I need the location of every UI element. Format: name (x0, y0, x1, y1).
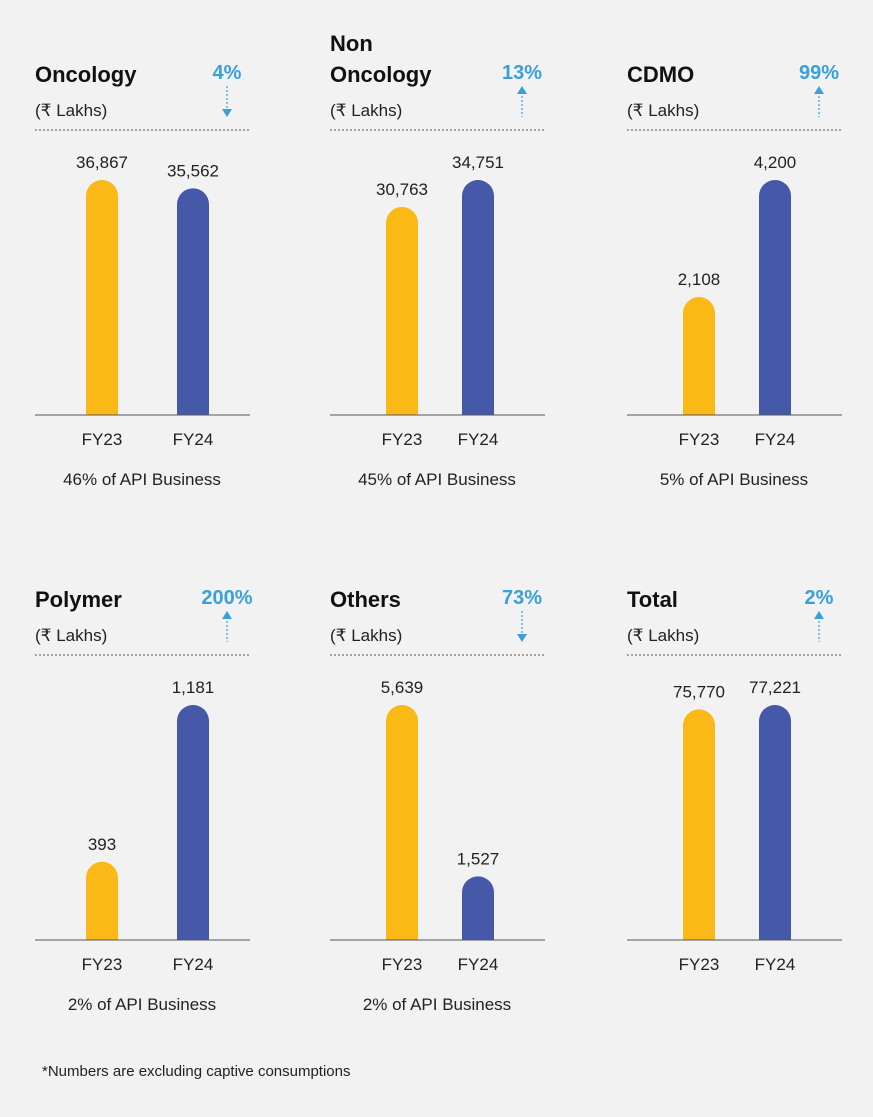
panel-title: Total (627, 587, 678, 612)
panel-note: 2% of API Business (68, 995, 216, 1014)
value-label: 75,770 (673, 682, 725, 701)
bar (683, 709, 715, 940)
panel-note: 45% of API Business (358, 470, 516, 489)
change-arrow-head (814, 86, 824, 94)
change-arrow-head (517, 86, 527, 94)
bar (759, 180, 791, 415)
change-label: 13% (502, 62, 542, 84)
panel-note: 46% of API Business (63, 470, 221, 489)
value-label: 35,562 (167, 161, 219, 180)
value-label: 30,763 (376, 180, 428, 199)
x-tick-label: FY23 (679, 430, 720, 449)
change-arrow-head (222, 611, 232, 619)
x-tick-label: FY23 (82, 955, 123, 974)
change-label: 2% (805, 587, 834, 609)
panel-subtitle: (₹ Lakhs) (330, 101, 402, 120)
bar (86, 180, 118, 415)
panel-subtitle: (₹ Lakhs) (627, 626, 699, 645)
x-tick-label: FY24 (173, 955, 214, 974)
value-label: 1,181 (172, 678, 215, 697)
bar (177, 188, 209, 415)
change-label: 200% (201, 587, 252, 609)
value-label: 4,200 (754, 153, 797, 172)
panel-title: Non Oncology (330, 31, 432, 87)
bar (759, 705, 791, 940)
change-arrow-head (517, 634, 527, 642)
panel-subtitle: (₹ Lakhs) (627, 101, 699, 120)
panel-note: 2% of API Business (363, 995, 511, 1014)
value-label: 34,751 (452, 153, 504, 172)
panel-title: CDMO (627, 62, 695, 87)
panel-title: Polymer (35, 587, 122, 612)
value-label: 5,639 (381, 678, 424, 697)
x-tick-label: FY24 (755, 430, 796, 449)
x-tick-label: FY24 (173, 430, 214, 449)
change-label: 4% (213, 62, 242, 84)
change-arrow-head (814, 611, 824, 619)
panel-subtitle: (₹ Lakhs) (35, 626, 107, 645)
x-tick-label: FY24 (458, 955, 499, 974)
change-label: 73% (502, 587, 542, 609)
panel-subtitle: (₹ Lakhs) (330, 626, 402, 645)
change-label: 99% (799, 62, 839, 84)
bar (462, 876, 494, 940)
bar (386, 705, 418, 940)
x-tick-label: FY24 (458, 430, 499, 449)
bar (462, 180, 494, 415)
panel-title: Others (330, 587, 401, 612)
x-tick-label: FY23 (82, 430, 123, 449)
bar (386, 206, 418, 415)
value-label: 36,867 (76, 153, 128, 172)
x-tick-label: FY24 (755, 955, 796, 974)
value-label: 1,527 (457, 849, 500, 868)
value-label: 77,221 (749, 678, 801, 697)
change-arrow-head (222, 109, 232, 117)
bar (177, 705, 209, 940)
value-label: 2,108 (678, 270, 721, 289)
panel-subtitle: (₹ Lakhs) (35, 101, 107, 120)
panel-note: 5% of API Business (660, 470, 808, 489)
x-tick-label: FY23 (679, 955, 720, 974)
value-label: 393 (88, 835, 116, 854)
bar (683, 297, 715, 415)
x-tick-label: FY23 (382, 955, 423, 974)
x-tick-label: FY23 (382, 430, 423, 449)
bar (86, 861, 118, 940)
panel-title: Oncology (35, 62, 137, 87)
footnote: *Numbers are excluding captive consumpti… (42, 1063, 351, 1080)
